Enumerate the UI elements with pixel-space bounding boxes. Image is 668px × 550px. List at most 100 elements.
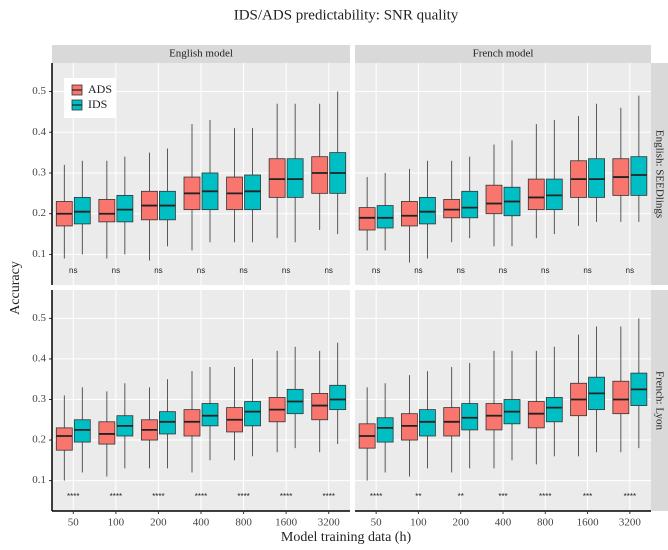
- y-tick-label: 0.4: [32, 126, 46, 138]
- x-axis-label: Model training data (h): [281, 530, 412, 545]
- significance-label: ****: [195, 492, 207, 501]
- y-tick-label: 0.2: [32, 207, 46, 219]
- significance-label: ****: [322, 492, 334, 501]
- x-tick-label: 100: [108, 517, 125, 529]
- x-tick-label: 50: [371, 517, 383, 529]
- box: [545, 397, 563, 423]
- y-tick-label: 0.5: [32, 85, 46, 97]
- facet-column-label: French model: [473, 48, 534, 60]
- box: [116, 194, 134, 223]
- facet-strip: [651, 290, 668, 511]
- box: [527, 178, 545, 211]
- significance-label: ns: [197, 266, 205, 275]
- significance-label: ***: [498, 492, 507, 501]
- box: [588, 158, 605, 198]
- significance-label: ns: [541, 266, 549, 275]
- box: [443, 199, 461, 219]
- x-tick-label: 400: [495, 517, 512, 529]
- box: [55, 427, 73, 451]
- significance-label: ns: [372, 266, 380, 275]
- x-tick-label: 1600: [275, 517, 298, 529]
- y-tick-label: 0.1: [32, 474, 46, 486]
- box: [419, 197, 436, 225]
- x-tick-label: 3200: [318, 517, 341, 529]
- x-tick-label: 3200: [619, 517, 642, 529]
- x-tick-label: 100: [410, 517, 427, 529]
- box: [527, 401, 545, 429]
- box: [630, 156, 648, 196]
- facet-row-label: French: Lyon: [653, 371, 665, 430]
- box: [286, 158, 304, 198]
- box: [376, 205, 394, 229]
- x-tick-label: 800: [537, 517, 554, 529]
- y-axis-label: Accuracy: [8, 261, 23, 315]
- box: [485, 403, 503, 431]
- significance-label: **: [458, 492, 464, 501]
- significance-label: ns: [69, 266, 77, 275]
- box: [612, 380, 630, 415]
- box: [461, 403, 479, 431]
- legend-label: ADS: [88, 82, 112, 96]
- box: [376, 417, 394, 443]
- facet-strip: [355, 45, 651, 63]
- y-tick-label: 0.4: [32, 352, 46, 364]
- y-tick-label: 0.2: [32, 434, 46, 446]
- facet-strip: [52, 45, 350, 63]
- significance-label: ***: [583, 492, 592, 501]
- box: [98, 421, 116, 445]
- box: [358, 207, 376, 231]
- facet-strip: [651, 63, 668, 285]
- significance-label: ****: [237, 492, 249, 501]
- box: [244, 174, 261, 211]
- box: [98, 199, 116, 223]
- box: [401, 201, 418, 227]
- box: [183, 409, 201, 437]
- facet-column-label: English model: [169, 48, 233, 60]
- x-tick-label: 50: [68, 517, 80, 529]
- significance-label: ns: [626, 266, 634, 275]
- significance-label: ns: [499, 266, 507, 275]
- significance-label: ****: [370, 492, 382, 501]
- box: [419, 409, 436, 437]
- y-tick-label: 0.1: [32, 248, 46, 260]
- significance-label: ns: [324, 266, 332, 275]
- y-tick-label: 0.5: [32, 312, 46, 324]
- box: [73, 197, 91, 225]
- significance-label: ns: [112, 266, 120, 275]
- chart-title: IDS/ADS predictability: SNR quality: [234, 7, 459, 23]
- significance-label: ns: [154, 266, 162, 275]
- y-tick-label: 0.3: [32, 393, 46, 405]
- box: [311, 393, 329, 421]
- box: [401, 413, 418, 441]
- significance-label: ****: [152, 492, 164, 501]
- box: [73, 419, 91, 443]
- box: [329, 384, 347, 411]
- facet-row-label: English: SEEDlings: [653, 130, 665, 218]
- x-tick-label: 800: [235, 517, 252, 529]
- box: [311, 156, 329, 194]
- x-tick-label: 200: [452, 517, 469, 529]
- x-tick-label: 1600: [577, 517, 600, 529]
- x-tick-label: 200: [150, 517, 167, 529]
- significance-label: ns: [583, 266, 591, 275]
- x-tick-label: 400: [193, 517, 210, 529]
- significance-label: ****: [67, 492, 79, 501]
- box: [545, 178, 563, 211]
- box: [268, 158, 286, 198]
- significance-label: ****: [280, 492, 292, 501]
- box: [485, 184, 503, 215]
- significance-label: ****: [110, 492, 122, 501]
- y-tick-label: 0.3: [32, 167, 46, 179]
- significance-label: ns: [414, 266, 422, 275]
- significance-label: ns: [456, 266, 464, 275]
- box: [159, 411, 176, 435]
- significance-label: ****: [624, 492, 636, 501]
- significance-label: **: [415, 492, 421, 501]
- significance-label: ****: [539, 492, 551, 501]
- box: [201, 403, 219, 427]
- legend-label: IDS: [88, 97, 107, 111]
- significance-label: ns: [239, 266, 247, 275]
- box: [244, 401, 261, 427]
